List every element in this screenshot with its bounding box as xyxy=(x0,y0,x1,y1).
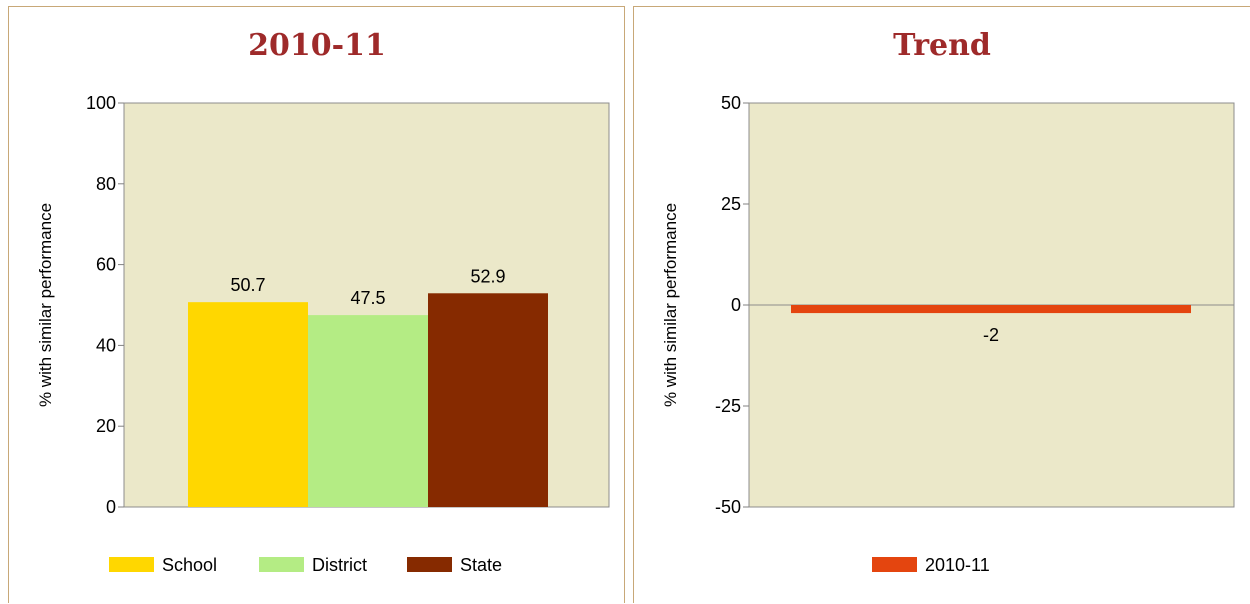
legend-label-state: State xyxy=(460,555,502,575)
data-label: 50.7 xyxy=(230,275,265,295)
y-tick-label: -25 xyxy=(715,396,741,416)
y-tick-label: 80 xyxy=(96,174,116,194)
y-tick-label: 100 xyxy=(86,93,116,113)
y-tick-label: 50 xyxy=(721,93,741,113)
y-tick-label: -50 xyxy=(715,497,741,517)
legend-label-district: District xyxy=(312,555,367,575)
y-tick-label: 20 xyxy=(96,416,116,436)
data-label: -2 xyxy=(983,325,999,345)
bar-chart-trend: Trend -50 -25 0 25 50 % with similar performan… xyxy=(661,28,1235,575)
legend-swatch-school xyxy=(109,557,154,572)
y-axis-label: % with similar performance xyxy=(661,203,680,407)
bar-trend xyxy=(791,305,1191,314)
chart-panel-2010-11: 2010-11 0 20 40 60 80 100 % with similar perfor… xyxy=(8,6,625,603)
legend-swatch-state xyxy=(407,557,452,572)
legend-label-2010-11: 2010-11 xyxy=(925,555,990,575)
y-tick-label: 0 xyxy=(106,497,116,517)
chart-title: 2010-11 xyxy=(248,28,386,63)
y-tick-label: 25 xyxy=(721,194,741,214)
chart-panel-trend: Trend -50 -25 0 25 50 % with similar performan… xyxy=(633,6,1250,603)
chart-title: Trend xyxy=(893,28,991,63)
legend-swatch-2010-11 xyxy=(872,557,917,572)
bar-state xyxy=(428,293,548,507)
bar-school xyxy=(188,302,308,507)
y-tick-label: 0 xyxy=(731,295,741,315)
bar-district xyxy=(308,315,428,507)
data-label: 47.5 xyxy=(350,288,385,308)
bar-chart-2010-11: 2010-11 0 20 40 60 80 100 % with similar perfor… xyxy=(36,28,610,575)
y-axis-label: % with similar performance xyxy=(36,203,55,407)
y-tick-label: 60 xyxy=(96,255,116,275)
y-tick-label: 40 xyxy=(96,335,116,355)
legend-swatch-district xyxy=(259,557,304,572)
legend-label-school: School xyxy=(162,555,217,575)
data-label: 52.9 xyxy=(470,266,505,286)
